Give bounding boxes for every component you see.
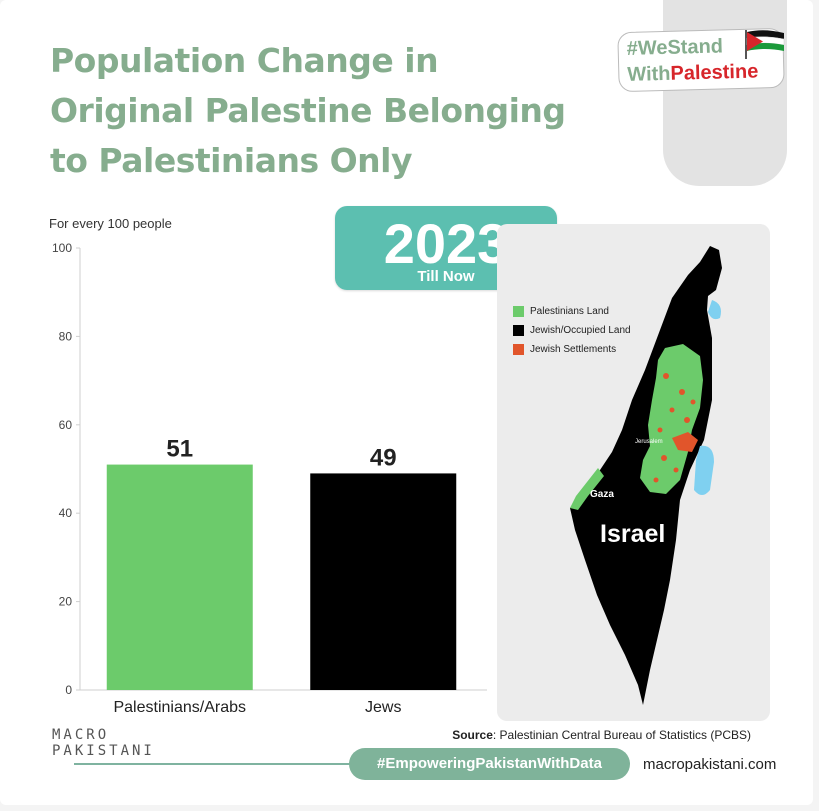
macro-pakistani-logo: MACRO PAKISTANI xyxy=(52,727,155,759)
y-tick-label: 80 xyxy=(59,329,73,343)
page-title: Population Change in Original Palestine … xyxy=(50,41,566,180)
website-link[interactable]: macropakistani.com xyxy=(643,756,777,773)
palestine-flag-icon xyxy=(745,30,785,59)
footer-divider xyxy=(74,763,360,765)
hashtag-pill: #EmpoweringPakistanWithData xyxy=(349,748,630,780)
logo-line1: MACRO xyxy=(52,727,110,743)
x-category-label: Jews xyxy=(365,699,401,716)
sea-of-galilee-shape xyxy=(708,300,721,320)
year-value: 2023 xyxy=(383,212,509,275)
source-note: Source: Palestinian Central Bureau of St… xyxy=(452,728,751,742)
map-label-gaza: Gaza xyxy=(590,489,614,500)
x-category-label: Palestinians/Arabs xyxy=(113,699,246,716)
map-label-jerusalem: Jerusalem xyxy=(635,439,663,445)
legend-item-settlements: Jewish Settlements xyxy=(513,340,631,359)
legend-item-occupied-land: Jewish/Occupied Land xyxy=(513,321,631,340)
y-tick-label: 100 xyxy=(52,241,72,255)
y-tick-label: 20 xyxy=(59,595,73,609)
legend-item-palestinian-land: Palestinians Land xyxy=(513,302,631,321)
west-bank-shape xyxy=(640,344,703,494)
y-tick-label: 60 xyxy=(59,418,73,432)
bar-value-label: 49 xyxy=(370,444,397,471)
y-tick-label: 0 xyxy=(65,683,72,697)
legend-label: Jewish Settlements xyxy=(530,344,617,355)
bar xyxy=(106,464,253,690)
source-prefix: Source xyxy=(452,728,493,742)
legend-label: Palestinians Land xyxy=(530,306,609,317)
dead-sea-shape xyxy=(694,445,714,495)
bar xyxy=(310,473,457,690)
legend-swatch xyxy=(513,344,524,355)
unit-label: For every 100 people xyxy=(49,216,172,231)
legend-swatch xyxy=(513,325,524,336)
year-subtitle: Till Now xyxy=(417,268,475,285)
map-label-israel: Israel xyxy=(600,520,665,548)
legend-swatch xyxy=(513,306,524,317)
source-text: : Palestinian Central Bureau of Statisti… xyxy=(492,728,751,742)
legend-label: Jewish/Occupied Land xyxy=(530,325,631,336)
logo-line2: PAKISTANI xyxy=(52,743,155,759)
bars: 51 Palestinians/Arabs 49 Jews xyxy=(106,436,457,716)
gaza-strip-shape xyxy=(570,468,604,510)
map-legend: Palestinians Land Jewish/Occupied Land J… xyxy=(513,302,631,359)
settlements xyxy=(653,373,698,483)
bar-value-label: 51 xyxy=(166,436,193,463)
y-tick-label: 40 xyxy=(59,506,73,520)
